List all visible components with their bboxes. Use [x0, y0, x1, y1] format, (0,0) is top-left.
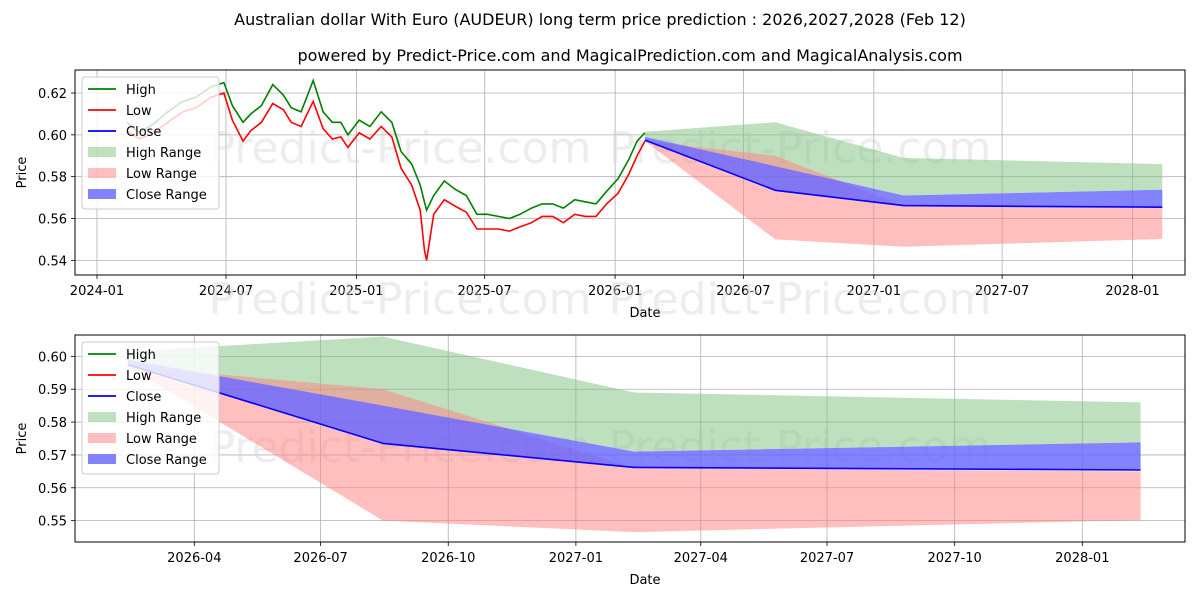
- high-range-area: [644, 122, 1163, 196]
- chart-subtitle: powered by Predict-Price.com and Magical…: [297, 46, 962, 65]
- bottom-legend-label: Close Range: [126, 453, 207, 468]
- bottom-x-tick-label: 2027-01: [549, 551, 603, 566]
- top-series: [126, 78, 1163, 261]
- bottom-x-tick-label: 2026-07: [293, 551, 347, 566]
- top-legend-swatch: [88, 147, 116, 157]
- close-forecast-line: [127, 363, 1141, 471]
- bottom-legend: High Low Close High Range Low Range Close Ran…: [81, 341, 220, 475]
- bottom-legend-label: High Range: [126, 411, 201, 426]
- bottom-y-axis-label: Price: [15, 423, 30, 455]
- top-legend-label: Low: [126, 104, 152, 119]
- top-x-tick-label: 2026-07: [716, 284, 770, 299]
- top-y-tick-label: 0.54: [38, 254, 67, 269]
- top-x-tick-label: 2026-01: [588, 284, 642, 299]
- bottom-chart: 2026-04 2026-07 2026-10 2027-01 2027-04 2027-…: [15, 334, 1186, 588]
- bottom-legend-swatch: [88, 433, 116, 443]
- top-legend-label: High Range: [126, 146, 201, 161]
- low-line: [126, 91, 646, 261]
- bottom-plot-frame: [74, 334, 1186, 543]
- top-plot-frame: [74, 69, 1186, 276]
- bottom-y-tick-label: 0.60: [38, 350, 67, 365]
- bottom-x-tick-label: 2027-04: [674, 551, 728, 566]
- top-y-tick-label: 0.56: [38, 213, 67, 228]
- top-x-tick-label: 2025-07: [458, 284, 512, 299]
- bottom-legend-label: Low Range: [126, 432, 197, 447]
- top-x-tick-label: 2027-07: [975, 284, 1029, 299]
- bottom-series: [127, 336, 1141, 533]
- top-legend-label: Close: [126, 125, 161, 140]
- top-y-tick-label: 0.60: [38, 129, 67, 144]
- top-x-tick-label: 2024-07: [199, 284, 253, 299]
- chart-title: Australian dollar With Euro (AUDEUR) lon…: [234, 10, 966, 29]
- bottom-y-tick-label: 0.56: [38, 482, 67, 497]
- bottom-legend-swatch: [88, 454, 116, 464]
- top-chart: 2024-01 2024-07 2025-01 2025-07 2026-01 2026-…: [15, 69, 1186, 325]
- top-legend-box: [81, 76, 220, 210]
- top-legend-label: Low Range: [126, 167, 197, 182]
- top-legend-label: High: [126, 83, 156, 98]
- bottom-legend-box: [81, 341, 220, 475]
- high-line: [126, 78, 646, 220]
- bottom-x-tick-label: 2026-10: [421, 551, 475, 566]
- bottom-x-tick-label: 2027-10: [928, 551, 982, 566]
- bottom-legend-label: High: [126, 348, 156, 363]
- top-x-tick-label: 2024-01: [70, 284, 124, 299]
- bottom-x-tick-label: 2026-04: [167, 551, 221, 566]
- watermark-text: Predict-Price.com: [609, 274, 992, 325]
- bottom-x-axis-label: Date: [629, 573, 660, 588]
- top-x-axis-label: Date: [629, 306, 660, 321]
- bottom-legend-label: Low: [126, 369, 152, 384]
- bottom-x-tick-label: 2028-01: [1055, 551, 1109, 566]
- top-legend: High Low Close High Range Low Range Close Ran…: [81, 76, 220, 210]
- bottom-x-tick-label: 2027-07: [800, 551, 854, 566]
- top-legend-swatch: [88, 168, 116, 178]
- top-y-tick-label: 0.62: [38, 87, 67, 102]
- bottom-legend-swatch: [88, 412, 116, 422]
- top-x-tick-label: 2027-01: [847, 284, 901, 299]
- top-y-axis-label: Price: [15, 157, 30, 189]
- bottom-y-tick-label: 0.55: [38, 515, 67, 530]
- top-x-tick-label: 2028-01: [1105, 284, 1159, 299]
- high-range-area: [127, 336, 1141, 452]
- bottom-legend-label: Close: [126, 390, 161, 405]
- close-forecast-line: [644, 139, 1163, 208]
- top-y-tick-label: 0.58: [38, 171, 67, 186]
- bottom-y-tick-label: 0.57: [38, 449, 67, 464]
- top-legend-swatch: [88, 189, 116, 199]
- top-legend-label: Close Range: [126, 188, 207, 203]
- watermark-text: Predict-Price.com: [209, 274, 592, 325]
- bottom-y-tick-label: 0.59: [38, 383, 67, 398]
- bottom-y-tick-label: 0.58: [38, 416, 67, 431]
- top-x-tick-label: 2025-01: [329, 284, 383, 299]
